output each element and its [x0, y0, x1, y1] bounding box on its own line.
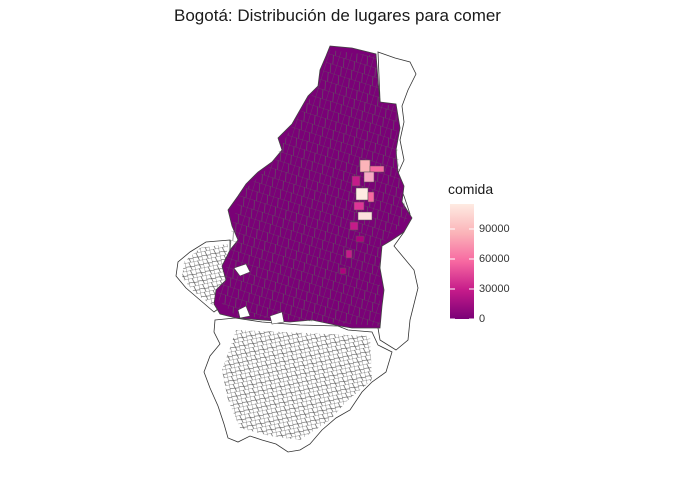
legend-title: comida [448, 181, 494, 197]
legend-tick-label: 0 [479, 313, 486, 325]
south-zones [203, 317, 393, 453]
urban-area [213, 45, 413, 329]
legend-tick-label: 30000 [479, 283, 510, 295]
legend-tick-label: 60000 [479, 253, 510, 265]
legend-colorbar [450, 204, 474, 319]
high-density-corridor [339, 159, 385, 275]
legend: comida 90000 60000 30000 0 [448, 181, 558, 331]
legend-tick-label: 90000 [479, 223, 510, 235]
map-title: Bogotá: Distribución de lugares para com… [174, 6, 501, 25]
